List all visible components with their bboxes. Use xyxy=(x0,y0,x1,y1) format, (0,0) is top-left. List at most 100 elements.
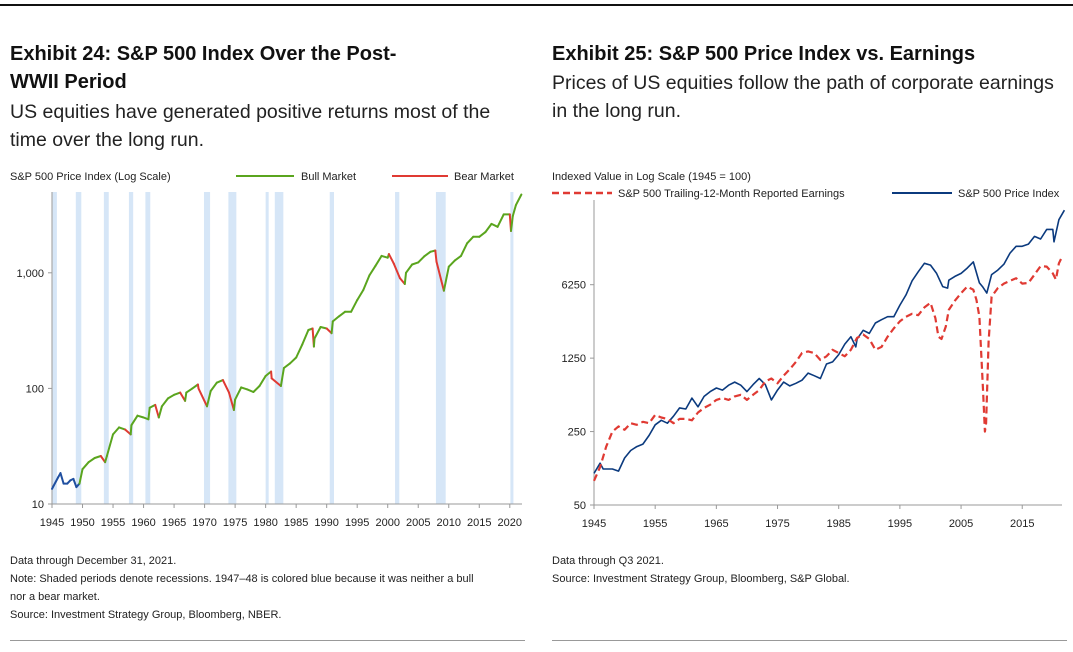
price-segment-bull xyxy=(232,398,237,411)
exhibit-24-subtitle-line2: time over the long run. xyxy=(10,129,205,151)
legend-bull-label: Bull Market xyxy=(301,171,356,183)
price-index-line xyxy=(593,209,1066,474)
price-segment-bull xyxy=(78,468,84,485)
price-segment-bear xyxy=(387,253,395,265)
price-segment-neutral xyxy=(51,476,60,490)
price-segment-bull xyxy=(157,405,163,419)
price-segment-bear xyxy=(270,370,273,380)
price-segment-bear xyxy=(435,260,443,282)
price-segment-bull xyxy=(478,231,487,238)
x-tick-label: 2005 xyxy=(949,518,973,530)
x-tick-label: 2000 xyxy=(375,517,399,529)
price-segment-bull xyxy=(279,367,285,387)
exhibit-25-panel: Exhibit 25: S&P 500 Price Index vs. Earn… xyxy=(552,0,1068,652)
series-lines xyxy=(592,209,1066,482)
note-line: Source: Investment Strategy Group, Bloom… xyxy=(552,573,850,585)
price-segment-bull xyxy=(514,193,523,207)
top-rule xyxy=(0,4,1073,6)
price-segment-bull xyxy=(319,326,328,330)
legend: S&P 500 Trailing-12-Month Reported Earni… xyxy=(552,188,1060,200)
price-segment-bull xyxy=(484,222,493,234)
price-segment-bull xyxy=(447,259,456,268)
note-line: Source: Investment Strategy Group, Bloom… xyxy=(10,609,282,621)
price-segment-bull xyxy=(380,254,389,259)
recession-band xyxy=(103,192,109,504)
x-tick-label: 1985 xyxy=(826,518,850,530)
recession-band xyxy=(435,192,446,504)
exhibit-25-notes: Data through Q3 2021. Source: Investment… xyxy=(552,552,1067,588)
price-segment-bull xyxy=(112,426,121,436)
axes: 10 100 1,000 1945 1950 1955 1960 1965 1970 1975 19… xyxy=(16,192,522,529)
exhibit-24-notes: Data through December 31, 2021. Note: Sh… xyxy=(10,552,525,624)
price-segment-bull xyxy=(234,386,243,401)
price-segment-bull xyxy=(209,381,218,392)
price-segment-bear xyxy=(179,391,187,402)
price-segment-bull xyxy=(490,222,499,228)
price-segment-bull xyxy=(331,315,340,323)
x-tick-label: 1975 xyxy=(223,517,247,529)
bottom-rule xyxy=(552,640,1067,641)
exhibit-25-subtitle-line2: in the long run. xyxy=(552,100,682,122)
price-segment-bull xyxy=(215,379,224,384)
price-segment-bull xyxy=(423,250,432,258)
exhibit-24-subtitle-line1: US equities have generated positive retu… xyxy=(10,101,491,123)
x-tick-label: 1945 xyxy=(582,518,606,530)
price-segment-bull xyxy=(258,375,267,387)
exhibit-24-title: Exhibit 24: S&P 500 Index Over the Post-… xyxy=(10,40,525,96)
price-segment-bull xyxy=(510,215,514,232)
note-line: Data through December 31, 2021. xyxy=(10,555,177,567)
x-tick-label: 1990 xyxy=(314,517,338,529)
x-tick-label: 1945 xyxy=(40,517,64,529)
x-tick-label: 1950 xyxy=(70,517,94,529)
y-axis-label: Indexed Value in Log Scale (1945 = 100) xyxy=(552,171,751,183)
price-segment-neutral xyxy=(59,472,65,485)
exhibit-25-title: Exhibit 25: S&P 500 Price Index vs. Earn… xyxy=(552,43,976,65)
x-tick-label: 1985 xyxy=(284,517,308,529)
y-tick-label: 50 xyxy=(574,500,586,512)
price-segment-bear xyxy=(270,377,282,387)
legend-price-label: S&P 500 Price Index xyxy=(958,188,1060,200)
price-segment-bull xyxy=(289,356,298,365)
price-segment-bull xyxy=(374,254,383,267)
price-segment-bull xyxy=(104,455,108,464)
price-segment-bull xyxy=(312,337,316,348)
price-segment-bear xyxy=(434,249,438,263)
price-segment-bull xyxy=(295,343,304,359)
recession-bands xyxy=(52,192,514,504)
price-segment-bull xyxy=(252,385,261,393)
price-segment-bull xyxy=(147,406,151,421)
price-segment-bull xyxy=(148,403,157,409)
y-tick-label: 100 xyxy=(26,383,44,395)
price-segment-bull xyxy=(105,433,114,457)
recession-band xyxy=(75,192,82,504)
exhibit-24-title-line2: WWII Period xyxy=(10,71,127,93)
x-tick-label: 1980 xyxy=(253,517,277,529)
x-tick-label: 1970 xyxy=(192,517,216,529)
recession-band xyxy=(203,192,211,504)
exhibit-24-chart: S&P 500 Price Index (Log Scale) Bull Mar… xyxy=(10,171,523,529)
price-segment-bull xyxy=(81,461,90,471)
recession-band xyxy=(228,192,237,504)
note-line: Data through Q3 2021. xyxy=(552,555,664,567)
price-segment-bull xyxy=(130,414,139,427)
y-tick-label: 1,000 xyxy=(16,268,44,280)
price-segment-bear xyxy=(197,387,208,408)
price-segment-bull xyxy=(405,263,414,274)
price-segment-bull xyxy=(453,254,462,262)
recession-band xyxy=(52,192,57,504)
price-segment-bull xyxy=(330,320,334,335)
legend: Bull Market Bear Market xyxy=(236,171,514,183)
price-segment-bull xyxy=(368,264,377,277)
y-axis-label: S&P 500 Price Index (Log Scale) xyxy=(10,171,171,183)
price-segment-bear xyxy=(228,391,235,411)
recession-band xyxy=(395,192,400,504)
earnings-line xyxy=(592,256,1063,482)
price-segment-bull xyxy=(442,265,450,292)
price-segment-bull xyxy=(240,386,249,391)
price-segment-bull xyxy=(460,242,469,257)
price-line xyxy=(51,193,523,490)
price-segment-bull xyxy=(313,326,322,340)
price-segment-bull xyxy=(301,329,310,346)
y-tick-label: 6250 xyxy=(562,280,586,292)
x-tick-label: 1965 xyxy=(162,517,186,529)
